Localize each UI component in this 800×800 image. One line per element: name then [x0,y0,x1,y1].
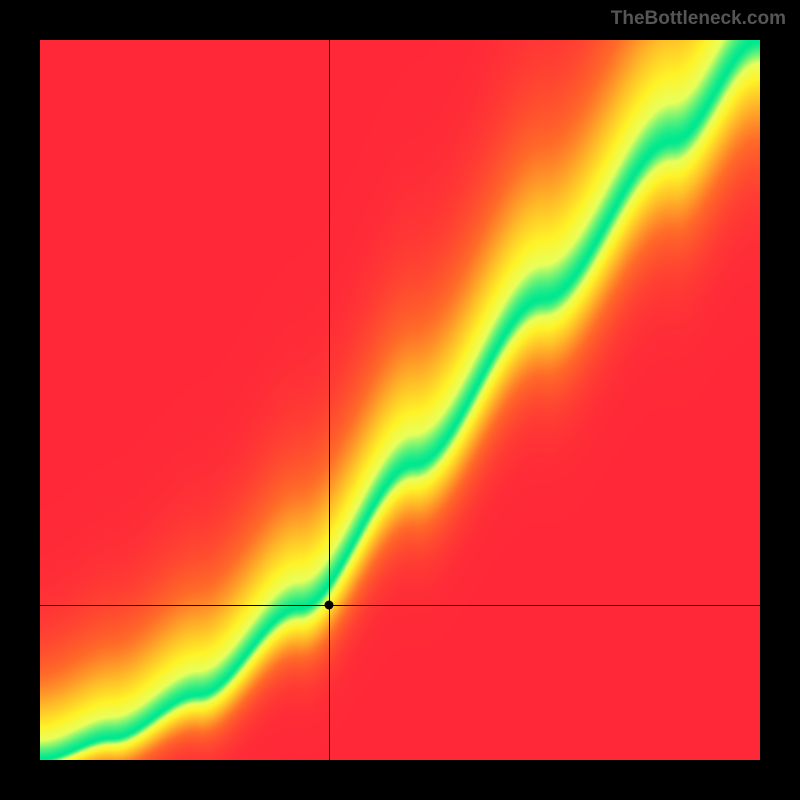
crosshair-marker [325,601,334,610]
heatmap-plot [40,40,760,760]
heatmap-canvas [40,40,760,760]
crosshair-horizontal [40,605,760,606]
watermark-label: TheBottleneck.com [611,8,786,30]
crosshair-vertical [329,40,330,760]
